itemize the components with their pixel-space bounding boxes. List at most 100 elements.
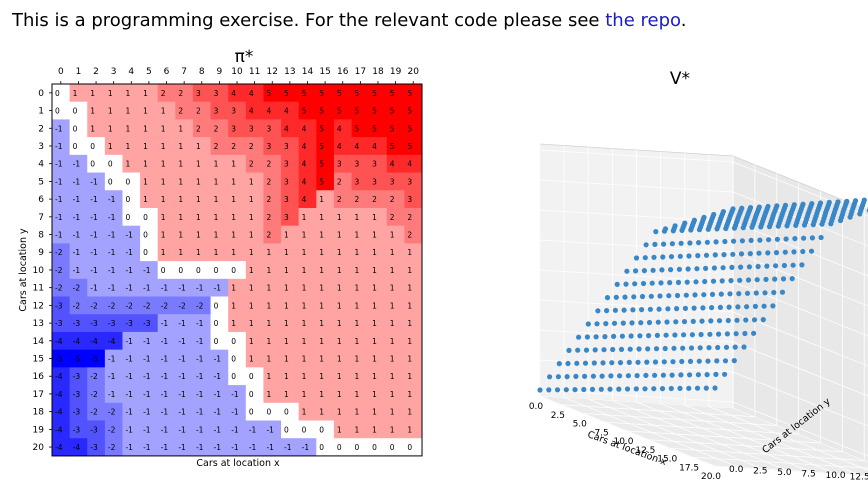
heatmap-cell (52, 261, 71, 280)
heatmap-cell (104, 278, 123, 297)
heatmap-cell (52, 438, 71, 457)
heatmap-cell-label: 1 (108, 142, 113, 151)
heatmap-cell (69, 172, 88, 191)
heatmap-cell-label: 2 (372, 195, 377, 204)
heatmap-cell (69, 278, 88, 297)
heatmap-cell (245, 438, 264, 457)
heatmap-cell-label: 0 (73, 107, 78, 116)
heatmap-cell-label: -3 (73, 372, 81, 381)
heatmap-cell-label: 1 (355, 372, 360, 381)
heatmap-cell-label: 0 (284, 408, 289, 417)
heatmap-cell-label: -1 (108, 213, 116, 222)
heatmap-cell-label: 0 (108, 177, 113, 186)
heatmap-cell-label: 1 (108, 107, 113, 116)
heatmap-cell (245, 402, 264, 421)
heatmap-cell-label: 1 (143, 195, 148, 204)
heatmap-cell-label: -1 (161, 390, 169, 399)
heatmap-cell (316, 101, 335, 120)
heatmap-cell (210, 154, 229, 173)
surface-point (652, 372, 658, 378)
heatmap-cell (316, 225, 335, 244)
heatmap-cell-label: -4 (55, 425, 63, 434)
heatmap-cell-label: -1 (284, 443, 292, 452)
surface-point (737, 277, 743, 283)
surface-point (683, 292, 689, 298)
heatmap-cell-label: 1 (407, 390, 412, 399)
surface-point (611, 320, 618, 326)
heatmap-cell (87, 207, 106, 227)
heatmap-cell-label: -2 (55, 248, 63, 257)
heatmap-x-tick-label: 20 (407, 67, 419, 77)
heatmap-cell-label: 1 (266, 355, 271, 364)
heatmap-cell (192, 385, 211, 404)
heatmap-cell (316, 385, 335, 404)
heatmap-cell-label: -1 (108, 266, 116, 275)
heatmap-cell-label: 5 (337, 89, 342, 98)
heatmap-cell (122, 314, 141, 333)
heatmap-cell (140, 420, 159, 439)
heatmap-cell (122, 296, 141, 315)
heatmap-x-tick-label: 15 (319, 67, 330, 77)
heatmap-cell-label: -1 (196, 284, 204, 293)
heatmap-cell-label: 1 (390, 372, 395, 381)
heatmap-cell-label: 3 (284, 142, 289, 151)
heatmap-cell (210, 278, 229, 297)
heatmap-cell-label: 5 (407, 89, 412, 98)
heatmap-cell-label: -2 (178, 301, 186, 310)
heatmap-cell-label: 1 (319, 213, 324, 222)
heatmap-cell (228, 420, 247, 439)
heatmap-cell-label: 3 (372, 160, 377, 169)
heatmap-cell-label: -1 (161, 425, 169, 434)
heatmap-y-tick-label: 14 (33, 337, 45, 347)
surface-point (698, 331, 704, 338)
heatmap-cell-label: 4 (284, 124, 289, 133)
heatmap-cell-label: -1 (108, 355, 116, 364)
surface-point (784, 223, 790, 229)
heatmap-cell (52, 84, 71, 103)
repo-link[interactable]: the repo (605, 10, 681, 31)
surface-point (679, 358, 685, 365)
heatmap-y-tick-label: 20 (33, 443, 45, 453)
heatmap-cell-label: -4 (55, 337, 63, 346)
heatmap-cell-label: 1 (355, 248, 360, 257)
heatmap-cell (175, 402, 194, 421)
heatmap-cell (245, 314, 264, 333)
surface-point (595, 308, 601, 314)
heatmap-cell-label: 1 (249, 231, 254, 240)
surface-point (644, 359, 650, 365)
surface-grid-line (539, 269, 734, 283)
heatmap-cell (245, 172, 264, 191)
surface-point (614, 281, 620, 287)
heatmap-cell (316, 438, 335, 457)
heatmap-cell (316, 296, 335, 315)
heatmap-cell (69, 243, 88, 262)
heatmap-x-tick-label: 9 (217, 67, 223, 77)
heatmap-cell (369, 172, 388, 191)
heatmap-cell (210, 314, 229, 333)
heatmap-cell (263, 207, 282, 227)
heatmap-cell-label: 2 (214, 124, 219, 133)
heatmap-cell-label: -1 (161, 443, 169, 452)
heatmap-cell (175, 137, 194, 156)
heatmap-cell-label: 1 (407, 301, 412, 310)
heatmap-cell-label: -1 (108, 195, 116, 204)
heatmap-cell-label: 2 (337, 195, 342, 204)
surface-point (565, 360, 571, 367)
heatmap-cell (157, 137, 176, 156)
heatmap-cell (192, 261, 211, 280)
heatmap-cell (157, 225, 176, 244)
surface-point (714, 358, 720, 364)
heatmap-cell-label: 1 (125, 160, 130, 169)
heatmap-cell-label: -3 (55, 319, 63, 328)
surface-point (696, 358, 702, 364)
heatmap-cell-label: -2 (108, 425, 116, 434)
heatmap-cell-label: 1 (372, 425, 377, 434)
surface-point (740, 225, 746, 231)
surface-point (651, 386, 657, 392)
surface-point (598, 386, 604, 392)
surface-point (660, 254, 666, 260)
surface-point (603, 321, 609, 327)
surface-point (761, 303, 767, 309)
heatmap-cell-label: 1 (372, 337, 377, 346)
heatmap-cell-label: 2 (266, 160, 271, 169)
